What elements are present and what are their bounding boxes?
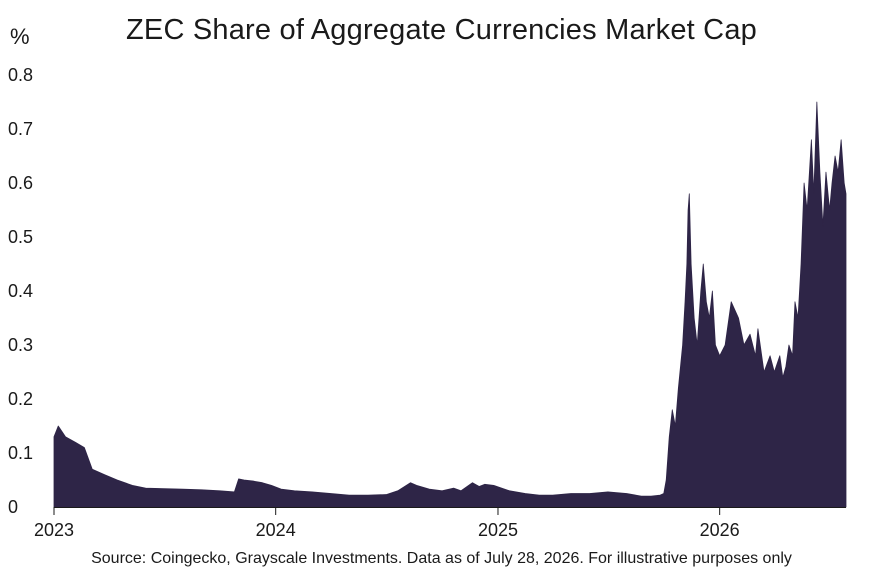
chart-title: ZEC Share of Aggregate Currencies Market… xyxy=(126,14,757,46)
x-tick-label: 2026 xyxy=(700,520,740,540)
x-tick-label: 2025 xyxy=(478,520,518,540)
y-tick-label: 0.5 xyxy=(8,227,33,247)
series-area xyxy=(53,101,847,508)
y-tick-label: 0.6 xyxy=(8,173,33,193)
y-tick-label: 0.4 xyxy=(8,281,33,301)
x-tick-label: 2023 xyxy=(34,520,74,540)
y-tick-label: 0.8 xyxy=(8,65,33,85)
area-layer xyxy=(53,101,847,508)
y-tick-label: 0.3 xyxy=(8,335,33,355)
y-tick-label: 0.1 xyxy=(8,443,33,463)
x-axis-ticks: 2023 2024 2025 2026 xyxy=(34,507,740,540)
y-tick-label: 0.7 xyxy=(8,119,33,139)
y-axis-ticks: 0 0.1 0.2 0.3 0.4 0.5 0.6 0.7 0.8 xyxy=(8,65,33,517)
y-axis-unit-label: % xyxy=(10,24,30,49)
source-note: Source: Coingecko, Grayscale Investments… xyxy=(91,550,792,567)
x-tick-label: 2024 xyxy=(256,520,296,540)
y-tick-label: 0 xyxy=(8,497,18,517)
y-tick-label: 0.2 xyxy=(8,389,33,409)
